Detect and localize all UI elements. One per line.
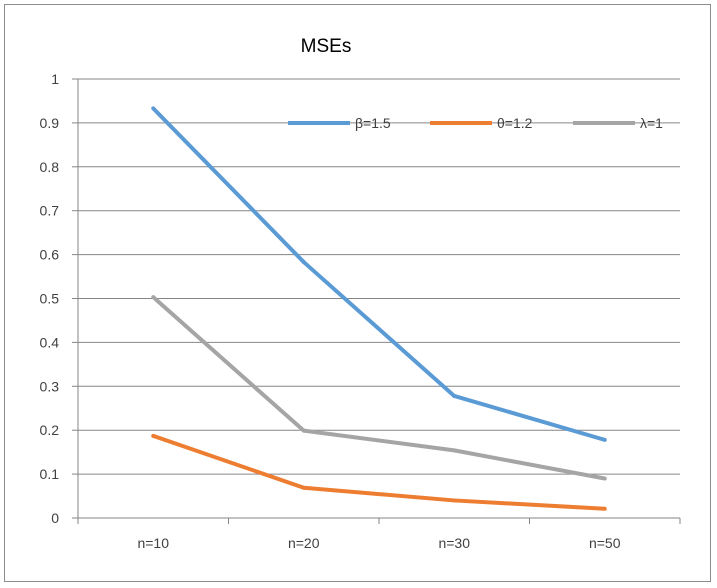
x-tick-label: n=20 [288,535,320,551]
data-point [452,448,457,453]
data-point [151,295,156,300]
y-tick-label: 0.9 [40,115,60,131]
gridlines [78,78,680,475]
legend-label-3: λ=1 [640,115,663,131]
data-point [452,393,457,398]
data-point [602,437,607,442]
y-tick-label: 0.7 [40,203,60,219]
data-point [151,106,156,111]
x-tick-label: n=50 [589,535,621,551]
x-tick-label: n=30 [438,535,470,551]
y-tick-label: 1 [51,71,59,87]
series-lines [151,106,607,511]
legend: β=1.5 θ=1.2 λ=1 [288,115,663,131]
series-line-2 [152,434,605,511]
data-point [602,506,607,511]
data-point [151,433,156,438]
chart-title: MSEs [301,36,352,57]
y-tick-label: 0.4 [40,334,60,350]
y-tick-label: 0.8 [40,159,60,175]
y-tick-label: 0 [51,510,59,526]
data-point [301,428,306,433]
legend-label-2: θ=1.2 [497,115,533,131]
y-tick-label: 0.5 [40,291,60,307]
axes: 0 0.1 0.2 0.3 0.4 0.5 0.6 0.7 0.8 0.9 1 n=10 n=20 n=3… [40,71,681,551]
x-tick-label: n=10 [137,535,169,551]
y-tick-label: 0.6 [40,247,60,263]
data-point [301,485,306,490]
series-line-3 [151,295,606,481]
chart-frame [4,4,711,582]
y-tick-label: 0.1 [40,466,60,482]
data-point [602,476,607,481]
data-point [452,498,457,503]
legend-label-1: β=1.5 [355,115,391,131]
y-tick-label: 0.3 [40,378,60,394]
y-tick-label: 0.2 [40,422,60,438]
data-point [301,260,306,265]
series-line-1 [151,107,606,442]
